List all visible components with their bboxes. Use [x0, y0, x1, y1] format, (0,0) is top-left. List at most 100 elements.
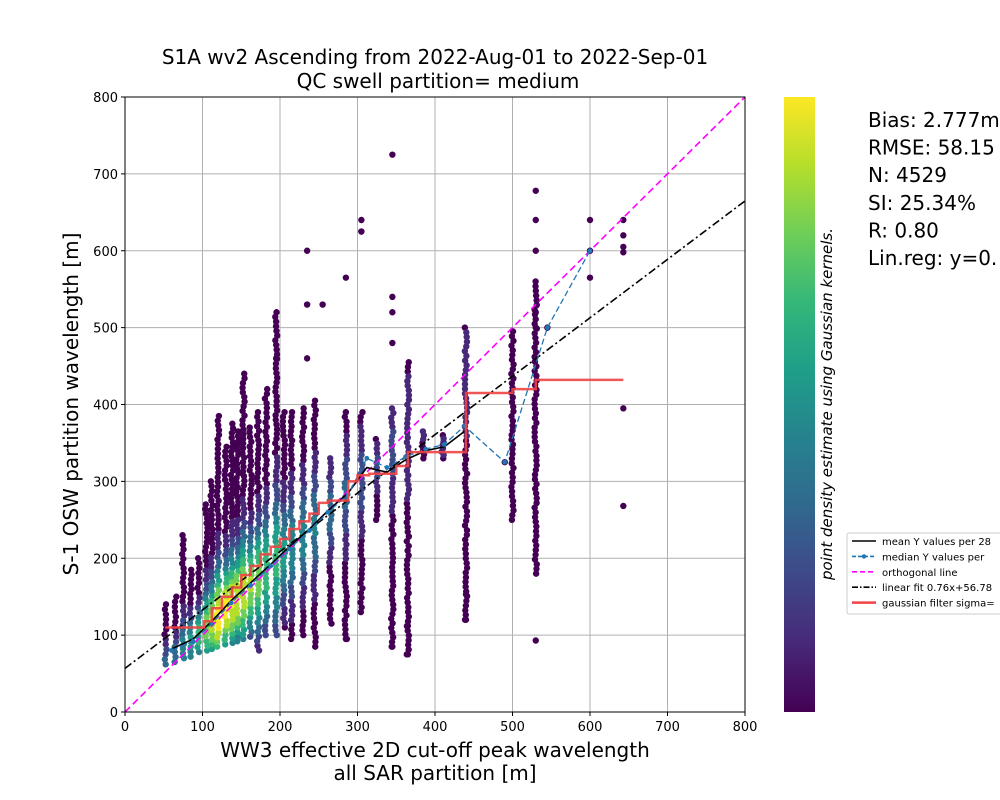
scatter-point — [288, 408, 296, 416]
scatter-point — [262, 504, 269, 511]
scatter-point — [532, 216, 539, 224]
scatter-point — [214, 459, 222, 467]
scatter-point — [462, 366, 470, 374]
scatter-point — [247, 500, 254, 507]
scatter-point — [280, 455, 288, 463]
x-tick-label: 100 — [190, 720, 215, 735]
scatter-point — [359, 527, 366, 535]
colorbar-label: point density estimate using Gaussian ke… — [818, 228, 836, 581]
scatter-point — [357, 423, 364, 430]
scatter-point — [405, 646, 412, 653]
scatter-point — [300, 480, 308, 488]
scatter-point — [246, 538, 254, 545]
scatter-point — [341, 569, 349, 577]
scatter-point — [239, 458, 247, 466]
scatter-point — [162, 621, 169, 628]
scatter-point — [532, 187, 539, 194]
scatter-point — [234, 628, 241, 636]
scatter-point — [272, 500, 280, 508]
scatter-point — [272, 468, 280, 475]
scatter-point — [343, 446, 351, 454]
scatter-point — [532, 324, 539, 331]
stats-box: Bias: 2.777m RMSE: 58.15 N: 4529 SI: 25.34%… — [868, 108, 1000, 270]
scatter-point — [327, 516, 335, 523]
series-line — [165, 378, 624, 629]
scatter-point — [299, 603, 307, 610]
scatter-point — [208, 497, 215, 504]
scatter-point — [241, 370, 248, 377]
scatter-point — [273, 514, 280, 522]
scatter-point — [463, 329, 470, 336]
scatter-point — [195, 589, 203, 597]
scatter-point — [533, 532, 540, 540]
scatter-point — [272, 505, 279, 512]
scatter-point — [310, 581, 317, 589]
scatter-point — [341, 621, 349, 628]
scatter-point — [342, 460, 349, 468]
scatter-point — [328, 544, 335, 552]
scatter-point — [161, 631, 168, 638]
scatter-point — [389, 582, 397, 590]
scatter-point — [509, 474, 516, 481]
scatter-point — [255, 446, 262, 453]
scatter-point — [341, 517, 349, 525]
scatter-point — [255, 507, 263, 514]
scatter-point — [509, 478, 516, 486]
scatter-point — [389, 293, 396, 301]
x-axis-label: WW3 effective 2D cut-off peak wavelength — [220, 738, 650, 762]
scatter-point — [463, 512, 471, 520]
scatter-point — [263, 490, 271, 497]
scatter-point — [373, 511, 381, 519]
y-tick-label: 200 — [93, 552, 118, 567]
scatter-point — [202, 501, 210, 508]
scatter-point — [310, 473, 318, 480]
scatter-point — [196, 564, 203, 572]
scatter-point — [532, 247, 539, 254]
scatter-point — [620, 243, 627, 251]
scatter-point — [327, 540, 335, 547]
scatter-point — [215, 422, 222, 429]
scatter-point — [209, 540, 216, 547]
scatter-point — [404, 599, 411, 606]
scatter-point — [463, 531, 471, 539]
scatter-point — [288, 413, 295, 421]
scatter-point — [248, 528, 255, 536]
scatter-point — [187, 576, 195, 583]
scatter-point — [213, 643, 221, 650]
y-tick-label: 600 — [93, 245, 118, 260]
scatter-point — [208, 482, 215, 490]
scatter-point — [255, 586, 263, 593]
scatter-point — [358, 594, 365, 601]
scatter-point — [326, 592, 334, 599]
scatter-point — [327, 577, 334, 585]
scatter-point — [215, 624, 222, 632]
scatter-point — [389, 545, 396, 552]
scatter-point — [390, 606, 397, 613]
scatter-point — [241, 477, 248, 484]
scatter-point — [341, 479, 349, 487]
scatter-point — [222, 532, 230, 540]
scatter-point — [207, 597, 215, 605]
scatter-point — [405, 406, 413, 413]
scatter-point — [357, 551, 365, 559]
scatter-point — [180, 536, 187, 544]
stat-line: Lin.reg: y=0. — [868, 246, 997, 270]
scatter-point — [255, 511, 263, 519]
scatter-point — [246, 429, 253, 436]
scatter-point — [215, 525, 222, 533]
scatter-point — [531, 405, 539, 412]
scatter-point — [288, 631, 296, 638]
scatter-point — [389, 559, 396, 566]
x-tick-label: 200 — [268, 720, 293, 735]
scatter-point — [229, 457, 236, 465]
scatter-point — [187, 653, 194, 660]
scatter-point — [195, 614, 202, 621]
scatter-point — [263, 613, 271, 620]
scatter-point — [247, 604, 254, 612]
scatter-point — [341, 574, 349, 581]
scatter-point — [215, 426, 223, 434]
scatter-point — [221, 471, 229, 479]
scatter-point — [310, 515, 318, 523]
scatter-point — [273, 374, 281, 381]
scatter-point — [187, 605, 194, 612]
